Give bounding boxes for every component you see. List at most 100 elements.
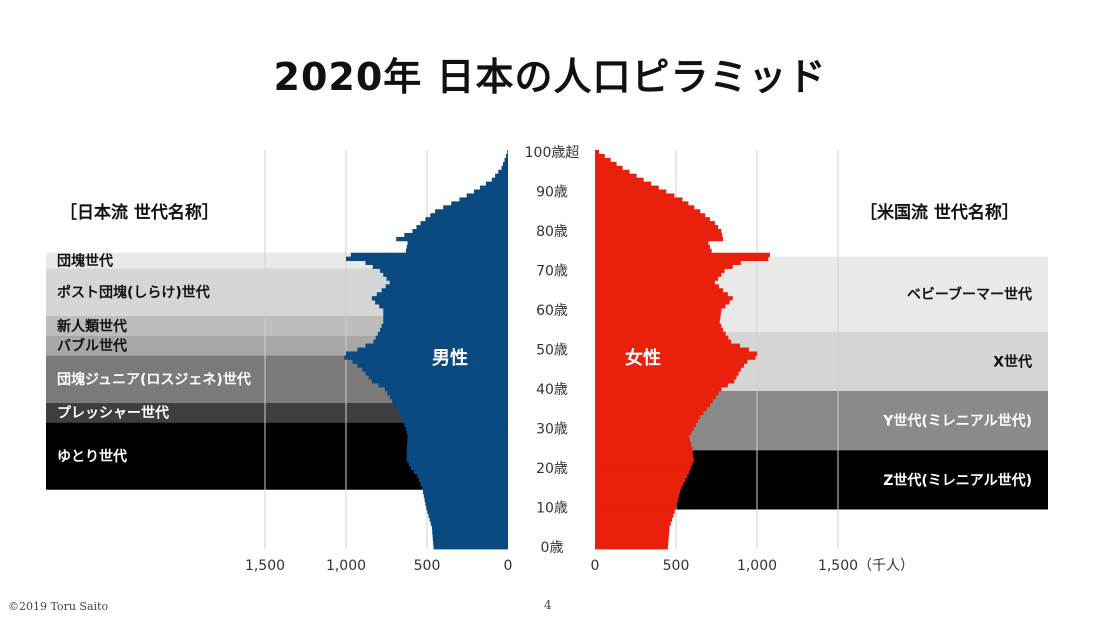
- male-bar: [485, 181, 508, 186]
- male-bar: [498, 169, 508, 175]
- female-bar: [595, 442, 692, 447]
- female-bar: [595, 402, 711, 408]
- japan-generation-label: ゆとり世代: [57, 448, 127, 465]
- female-bar: [595, 304, 726, 309]
- japan-generations-heading: ［日本流 世代名称］: [60, 202, 219, 223]
- age-tick-label: 30歳: [536, 422, 568, 438]
- female-bar: [595, 371, 739, 376]
- male-bar: [459, 197, 508, 202]
- female-bar: [595, 311, 721, 317]
- age-tick-label: 100歳超: [525, 145, 580, 161]
- male-bar: [406, 458, 508, 463]
- female-bar: [595, 197, 683, 202]
- male-bar: [406, 446, 508, 451]
- female-bar: [595, 268, 725, 273]
- male-bar: [428, 513, 508, 518]
- male-bar: [375, 300, 508, 305]
- female-bar: [595, 363, 745, 368]
- male-bar: [426, 505, 508, 510]
- female-bar: [595, 343, 740, 348]
- male-bar: [373, 339, 508, 344]
- male-bar: [346, 256, 508, 262]
- male-x-tick-label: 500: [414, 558, 441, 574]
- age-tick-label: 60歳: [536, 303, 568, 319]
- female-bar: [595, 229, 722, 234]
- female-bar: [595, 513, 674, 518]
- female-bar: [595, 331, 726, 337]
- female-bar: [595, 300, 730, 305]
- female-bar: [595, 525, 670, 530]
- male-bar: [344, 355, 508, 360]
- male-bar: [402, 418, 508, 423]
- male-bar: [381, 288, 508, 293]
- male-bar: [376, 292, 508, 297]
- us-generation-label: Z世代(ミレニアル世代): [883, 472, 1032, 489]
- male-bar: [406, 454, 508, 459]
- male-bar: [422, 485, 508, 491]
- male-series-label: 男性: [432, 347, 468, 369]
- female-bar: [595, 308, 722, 313]
- female-bar: [595, 497, 678, 502]
- female-bar: [595, 351, 757, 356]
- male-bar: [401, 414, 508, 420]
- male-bar: [451, 201, 508, 206]
- male-bar: [396, 406, 508, 412]
- female-bar: [595, 296, 733, 301]
- male-bar: [383, 315, 508, 321]
- male-bar: [427, 509, 508, 514]
- male-bar: [418, 477, 508, 483]
- male-bar: [430, 213, 508, 218]
- female-bar: [595, 225, 719, 230]
- female-bar: [595, 189, 667, 194]
- female-bar: [595, 489, 680, 495]
- male-bar: [433, 541, 508, 546]
- male-bar: [365, 343, 508, 348]
- female-x-tick-label: 1,500: [818, 558, 858, 574]
- female-bar: [595, 150, 600, 155]
- female-bar: [595, 418, 699, 423]
- female-bar: [595, 501, 677, 506]
- male-bar: [377, 331, 508, 337]
- male-bar: [501, 165, 508, 171]
- male-bar: [368, 375, 508, 380]
- female-bar: [595, 292, 728, 297]
- female-bar: [595, 390, 719, 396]
- male-bar: [385, 284, 508, 289]
- male-bar: [404, 422, 508, 427]
- female-bar: [595, 537, 669, 542]
- male-bar: [379, 304, 508, 309]
- male-bar: [407, 240, 508, 246]
- male-bar: [406, 450, 508, 455]
- male-bar: [386, 276, 508, 281]
- female-bar: [595, 414, 701, 420]
- female-bar: [595, 493, 679, 499]
- female-x-tick-label: 0: [591, 558, 600, 574]
- female-bar: [595, 367, 741, 372]
- male-bar: [432, 529, 508, 534]
- male-bar: [404, 232, 508, 238]
- male-bar: [375, 335, 508, 341]
- female-bar: [595, 221, 715, 226]
- female-bar: [595, 153, 605, 159]
- female-bar: [595, 517, 673, 522]
- female-bar: [595, 339, 732, 344]
- female-bar: [595, 477, 686, 483]
- male-bar: [372, 264, 508, 269]
- female-bar: [595, 541, 669, 546]
- male-bar: [406, 244, 508, 250]
- male-bar: [389, 394, 508, 400]
- male-bar: [383, 311, 508, 317]
- male-bar: [430, 521, 508, 526]
- female-bar: [595, 375, 737, 380]
- female-bar: [595, 280, 715, 285]
- female-series-label: 女性: [625, 347, 661, 369]
- male-bar: [495, 173, 508, 179]
- male-bar: [423, 493, 508, 499]
- us-generation-label: ベビーブーマー世代: [907, 286, 1032, 303]
- female-bar: [595, 545, 668, 550]
- male-bar: [381, 323, 508, 329]
- female-bar: [595, 173, 637, 179]
- female-bar: [595, 205, 695, 210]
- male-bar: [431, 525, 508, 530]
- male-bar: [443, 205, 508, 210]
